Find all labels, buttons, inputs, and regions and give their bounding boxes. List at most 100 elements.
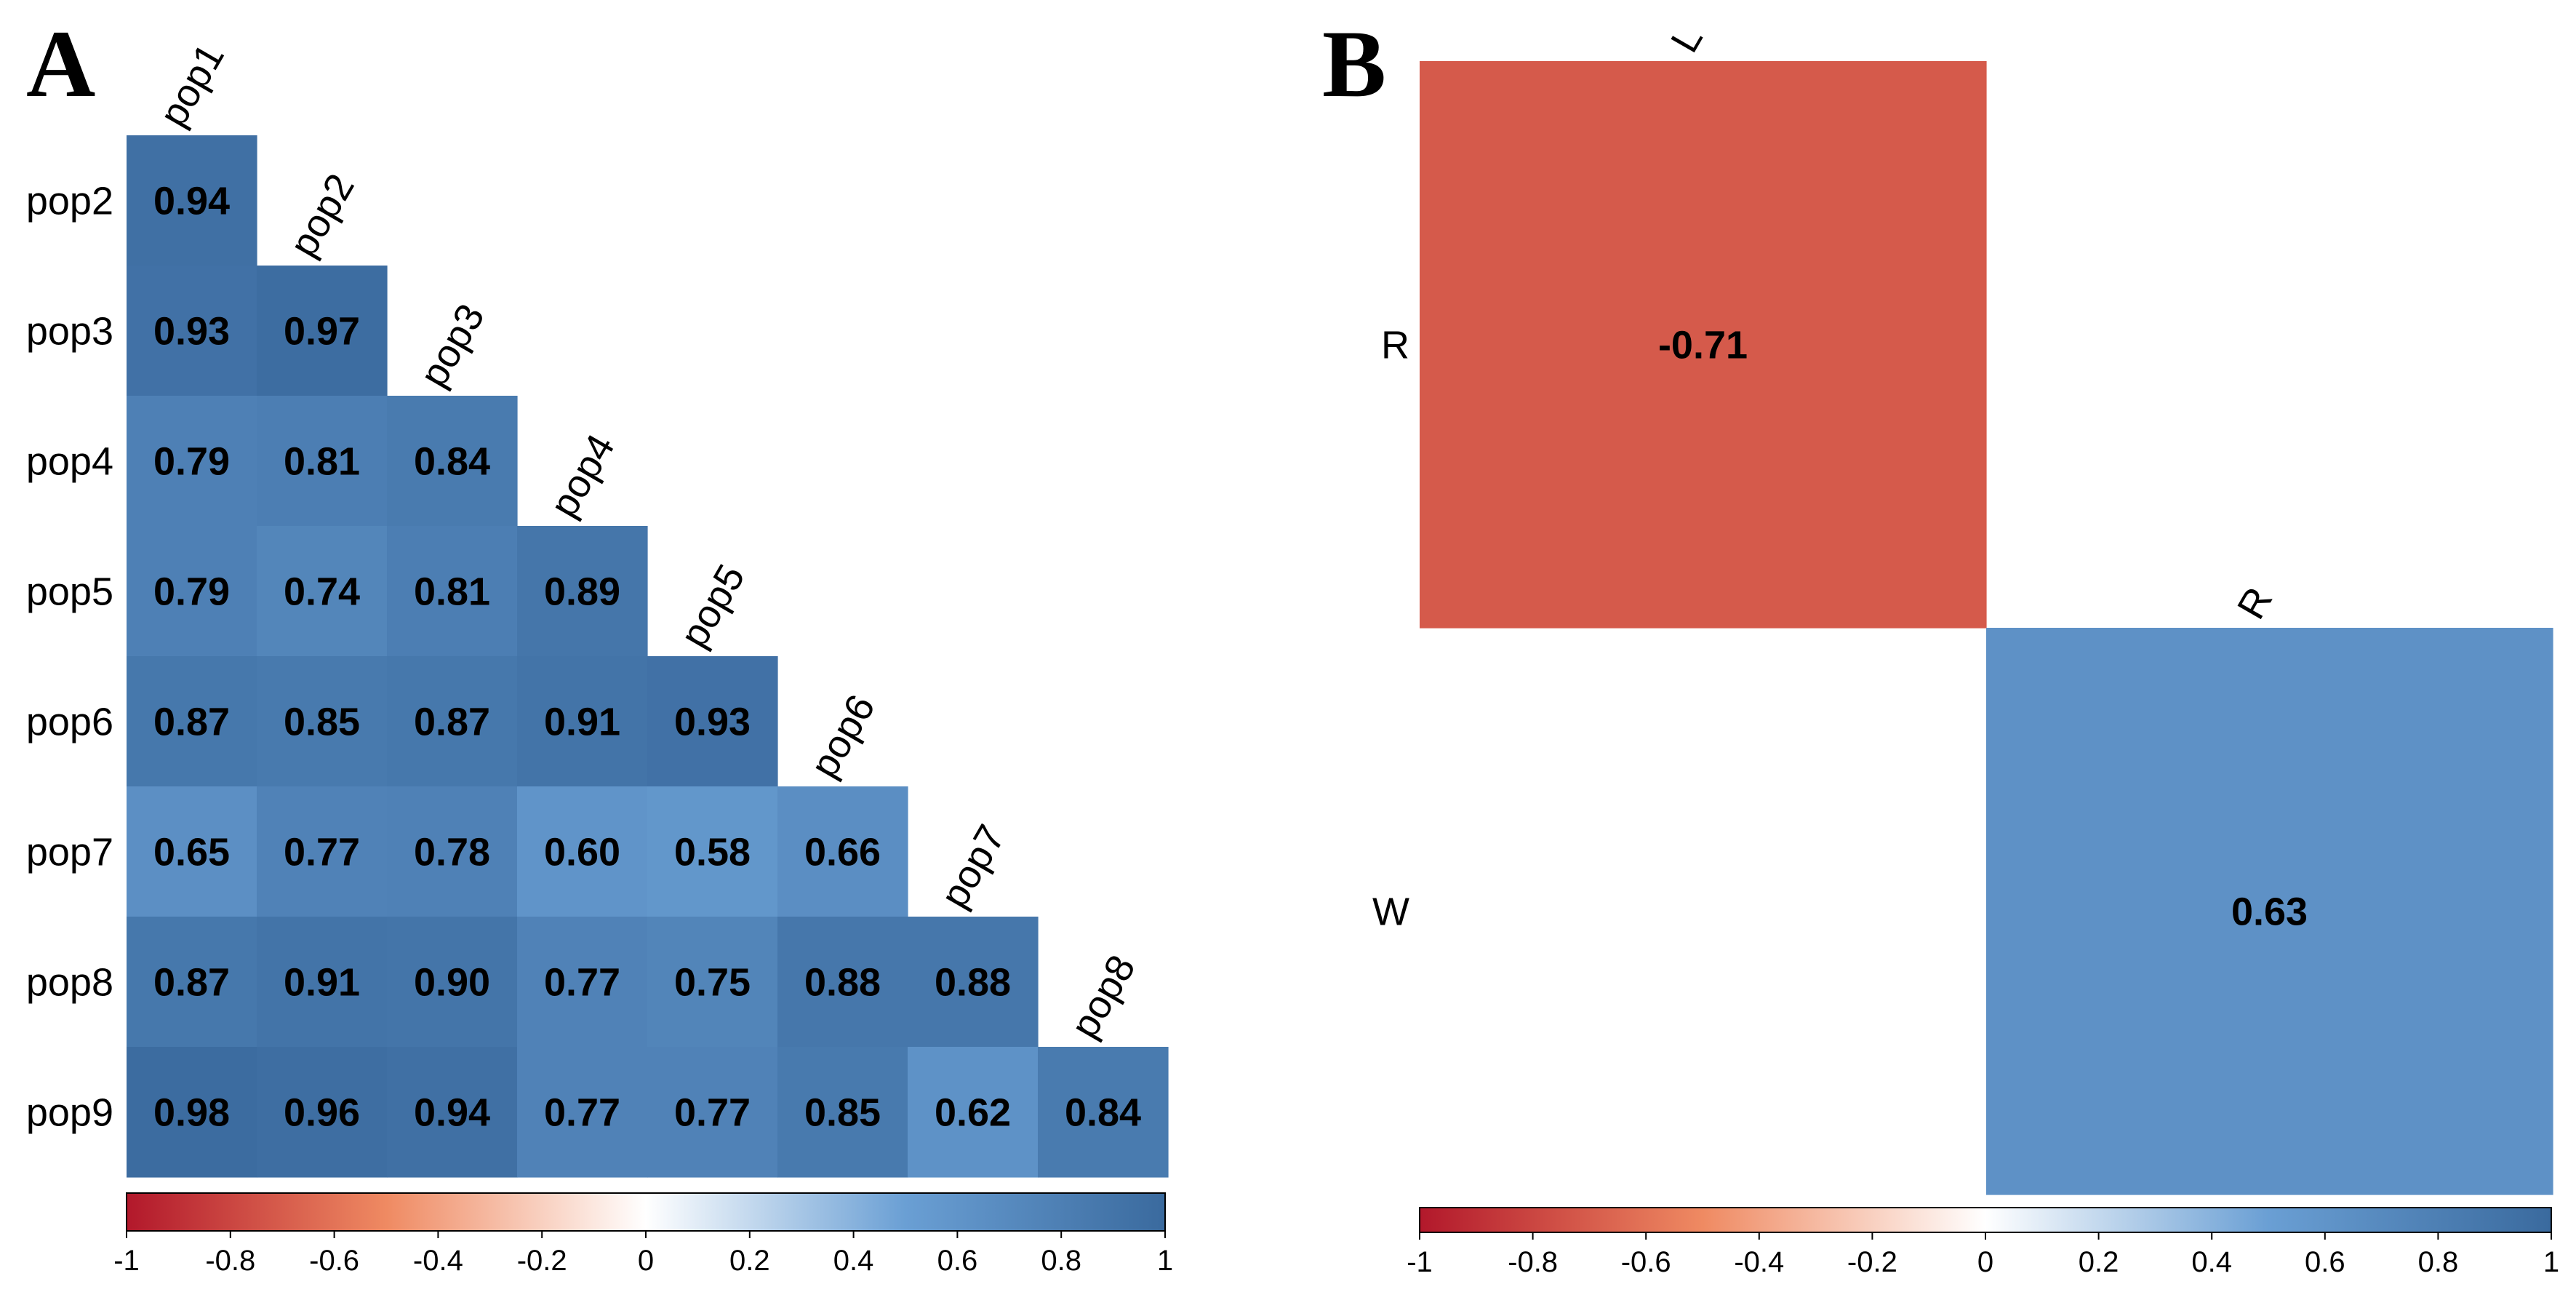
a-cell-value-r4-c4: 0.93	[674, 701, 751, 744]
a-colorbar-tick-label-6: 0.2	[729, 1245, 770, 1277]
a-cell-r7-c3	[517, 1047, 648, 1178]
a-cell-r7-c0	[127, 1047, 257, 1178]
a-row-label-3: pop5	[26, 570, 113, 614]
a-cell-value-r7-c1: 0.96	[284, 1091, 360, 1135]
a-cell-r7-c2	[387, 1047, 518, 1178]
b-colorbar-tick-label-8: 0.6	[2305, 1246, 2345, 1278]
a-cell-value-r5-c4: 0.58	[674, 831, 751, 874]
a-cell-value-r7-c2: 0.94	[414, 1091, 490, 1135]
a-row-label-7: pop9	[26, 1091, 113, 1135]
a-cell-r6-c4	[647, 917, 778, 1048]
a-cell-value-r5-c3: 0.60	[544, 831, 620, 874]
panel-a-colorbar: -1 -0.8 -0.6 -0.4 -0.2 0 0.2 0.4 0.6 0.8 1	[113, 1192, 1173, 1277]
a-cell-r4-c4	[647, 656, 778, 787]
a-cell-value-r6-c6: 0.88	[935, 961, 1011, 1005]
b-cell-r0-c0	[1420, 61, 1987, 629]
a-cell-r6-c3	[517, 917, 648, 1048]
a-cell-r7-c1	[257, 1047, 388, 1178]
a-cell-value-r7-c5: 0.85	[804, 1091, 881, 1135]
a-cell-value-r6-c4: 0.75	[674, 961, 751, 1005]
a-cell-value-r7-c6: 0.62	[935, 1091, 1011, 1135]
a-cell-r0-c0	[127, 135, 257, 266]
panel-a-letter: A	[26, 10, 95, 117]
b-col-label-0: L	[1663, 19, 1711, 60]
a-col-label-0: pop1	[151, 36, 233, 134]
a-cell-value-r4-c1: 0.85	[284, 701, 360, 744]
a-cell-r4-c1	[257, 656, 388, 787]
a-cell-r5-c5	[777, 786, 908, 917]
a-colorbar-tick-label-3: -0.4	[413, 1245, 463, 1277]
a-cell-r5-c3	[517, 786, 648, 917]
b-colorbar-tick-label-9: 0.8	[2418, 1246, 2459, 1278]
panel-a-values: 0.94 0.93 0.97 0.79 0.81 0.84 0.79 0.74 0.81 0.89…	[153, 180, 1141, 1135]
a-cell-value-r4-c2: 0.87	[414, 701, 490, 744]
a-row-label-6: pop8	[26, 961, 113, 1005]
a-col-label-6: pop7	[932, 818, 1014, 915]
a-cell-value-r0-c0: 0.94	[153, 180, 230, 223]
b-row-label-1: W	[1372, 890, 1409, 934]
a-cell-value-r1-c0: 0.93	[153, 310, 230, 354]
a-colorbar-tick-label-9: 0.8	[1041, 1245, 1081, 1277]
a-row-label-0: pop2	[26, 180, 113, 223]
a-cell-r5-c0	[127, 786, 257, 917]
panel-a: A 0.940.93 0.970.79 0.81 0.840.79 0.74 0.81 0.…	[26, 10, 1173, 1277]
a-row-label-4: pop6	[26, 701, 113, 744]
a-colorbar-tick-label-2: -0.6	[309, 1245, 359, 1277]
a-colorbar-tick-label-7: 0.4	[833, 1245, 874, 1277]
a-cell-r7-c6	[908, 1047, 1039, 1178]
panel-b-values: -0.71 0.63	[1658, 324, 2308, 934]
b-colorbar-gradient	[1419, 1207, 2552, 1233]
a-cell-r1-c0	[127, 266, 257, 396]
b-colorbar-tick-label-4: -0.2	[1847, 1246, 1897, 1278]
panel-b-row-labels: RW	[1372, 324, 1409, 934]
a-cell-r2-c1	[257, 396, 388, 527]
panel-b-colorbar: -1 -0.8 -0.6 -0.4 -0.2 0 0.2 0.4 0.6 0.8 1	[1407, 1207, 2559, 1278]
a-cell-value-r6-c0: 0.87	[153, 961, 230, 1005]
a-cell-r6-c6	[908, 917, 1039, 1048]
a-cell-value-r3-c3: 0.89	[544, 570, 620, 614]
a-cell-r7-c7	[1038, 1047, 1169, 1178]
a-cell-r7-c5	[777, 1047, 908, 1178]
a-col-label-7: pop8	[1063, 948, 1144, 1045]
a-cell-value-r3-c1: 0.74	[284, 570, 360, 614]
a-cell-value-r6-c1: 0.91	[284, 961, 360, 1005]
a-cell-value-r4-c0: 0.87	[153, 701, 230, 744]
a-cell-value-r7-c7: 0.84	[1065, 1091, 1141, 1135]
b-colorbar-tick-label-7: 0.4	[2191, 1246, 2232, 1278]
a-row-label-2: pop4	[26, 440, 113, 484]
a-cell-value-r3-c2: 0.81	[414, 570, 490, 614]
a-cell-r3-c2	[387, 526, 518, 657]
a-colorbar-tick-label-1: -0.8	[205, 1245, 255, 1277]
b-col-label-1: R	[2229, 580, 2281, 626]
a-cell-value-r7-c4: 0.77	[674, 1091, 751, 1135]
a-cell-value-r7-c3: 0.77	[544, 1091, 620, 1135]
b-colorbar-tick-label-2: -0.6	[1621, 1246, 1671, 1278]
a-cell-value-r1-c1: 0.97	[284, 310, 360, 354]
a-cell-r3-c0	[127, 526, 257, 657]
a-cell-value-r6-c2: 0.90	[414, 961, 490, 1005]
a-cell-r2-c2	[387, 396, 518, 527]
panel-b: B -0.710.63 RW LR -1 -0.8 -0.6 -0.4 -0.2 0 0.2…	[1322, 10, 2559, 1278]
b-cell-value-r0-c0: -0.71	[1658, 324, 1748, 367]
panel-b-letter: B	[1322, 10, 1386, 117]
a-col-label-1: pop2	[281, 167, 363, 264]
panel-a-row-labels: pop2 pop3 pop4 pop5 pop6 pop7 pop8 pop9	[26, 180, 113, 1135]
a-colorbar-tick-label-4: -0.2	[517, 1245, 567, 1277]
a-cell-r6-c1	[257, 917, 388, 1048]
a-col-label-3: pop4	[542, 427, 623, 525]
a-col-label-5: pop6	[802, 687, 884, 785]
a-col-label-2: pop3	[412, 297, 493, 394]
a-cell-r6-c0	[127, 917, 257, 1048]
a-cell-r7-c4	[647, 1047, 778, 1178]
a-cell-r6-c2	[387, 917, 518, 1048]
a-row-label-1: pop3	[26, 310, 113, 354]
b-colorbar-tick-label-6: 0.2	[2079, 1246, 2119, 1278]
a-colorbar-gradient	[126, 1192, 1166, 1232]
a-cell-value-r6-c3: 0.77	[544, 961, 620, 1005]
a-cell-value-r6-c5: 0.88	[804, 961, 881, 1005]
a-colorbar-tick-label-8: 0.6	[937, 1245, 978, 1277]
a-cell-r5-c1	[257, 786, 388, 917]
a-colorbar-tick-label-5: 0	[638, 1245, 654, 1277]
a-cell-value-r5-c5: 0.66	[804, 831, 881, 874]
